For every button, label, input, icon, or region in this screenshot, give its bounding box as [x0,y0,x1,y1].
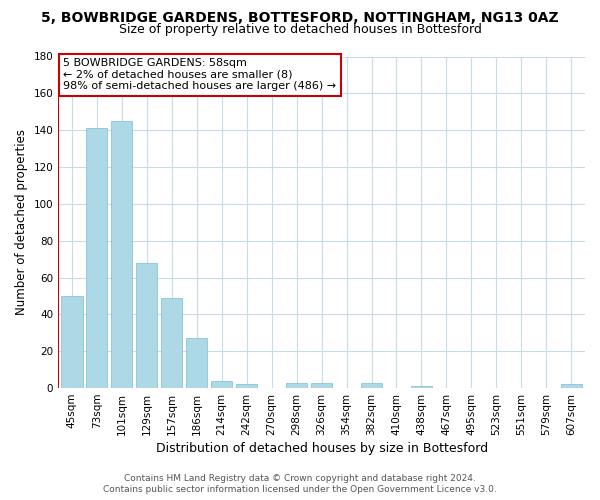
Bar [560,384,582,388]
Bar [286,382,307,388]
Text: Contains HM Land Registry data © Crown copyright and database right 2024.
Contai: Contains HM Land Registry data © Crown c… [103,474,497,494]
Bar [186,338,208,388]
Bar [211,380,232,388]
Bar [61,296,83,388]
Text: 5 BOWBRIDGE GARDENS: 58sqm
← 2% of detached houses are smaller (8)
98% of semi-d: 5 BOWBRIDGE GARDENS: 58sqm ← 2% of detac… [64,58,337,92]
Bar [361,382,382,388]
Bar [111,121,133,388]
Bar [411,386,432,388]
Bar [311,382,332,388]
Y-axis label: Number of detached properties: Number of detached properties [15,130,28,316]
Bar [161,298,182,388]
Bar [86,128,107,388]
Bar [136,263,157,388]
Text: Size of property relative to detached houses in Bottesford: Size of property relative to detached ho… [119,24,481,36]
X-axis label: Distribution of detached houses by size in Bottesford: Distribution of detached houses by size … [155,442,488,455]
Bar [236,384,257,388]
Text: 5, BOWBRIDGE GARDENS, BOTTESFORD, NOTTINGHAM, NG13 0AZ: 5, BOWBRIDGE GARDENS, BOTTESFORD, NOTTIN… [41,11,559,25]
